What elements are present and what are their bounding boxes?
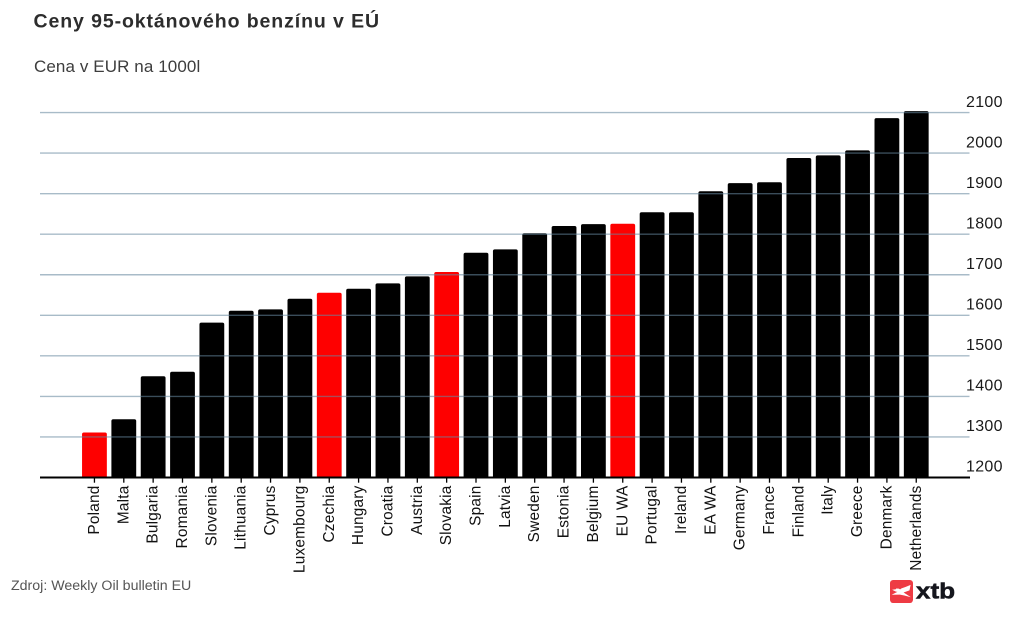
svg-text:Sweden: Sweden [526, 486, 543, 543]
svg-text:Italy: Italy [820, 485, 837, 514]
svg-text:Ireland: Ireland [673, 486, 690, 534]
svg-text:1300: 1300 [966, 418, 1003, 435]
svg-text:Portugal: Portugal [644, 486, 661, 545]
svg-text:Austria: Austria [409, 485, 426, 535]
svg-text:1800: 1800 [966, 215, 1003, 232]
svg-text:Poland: Poland [86, 486, 103, 535]
svg-text:1900: 1900 [966, 175, 1003, 192]
svg-text:France: France [761, 486, 778, 535]
svg-text:1500: 1500 [966, 337, 1003, 354]
svg-text:Estonia: Estonia [556, 485, 573, 538]
svg-text:Ceny 95-oktánového benzínu v E: Ceny 95-oktánového benzínu v EÚ [34, 9, 380, 33]
svg-text:Croatia: Croatia [379, 485, 396, 536]
svg-text:Cena v EUR na 1000l: Cena v EUR na 1000l [34, 57, 200, 76]
svg-text:Slovakia: Slovakia [438, 485, 455, 545]
svg-text:Finland: Finland [790, 486, 807, 538]
svg-text:Bulgaria: Bulgaria [145, 485, 162, 543]
svg-text:Malta: Malta [115, 485, 132, 524]
svg-text:2000: 2000 [966, 134, 1003, 151]
svg-text:Slovenia: Slovenia [203, 485, 220, 546]
svg-text:EA WA: EA WA [702, 485, 719, 535]
svg-text:1600: 1600 [966, 297, 1003, 314]
svg-text:Greece: Greece [849, 486, 866, 538]
svg-text:Belgium: Belgium [585, 486, 602, 543]
svg-text:Germany: Germany [732, 485, 749, 550]
svg-text:Lithuania: Lithuania [233, 485, 250, 550]
svg-text:Luxembourg: Luxembourg [291, 486, 308, 574]
svg-text:1700: 1700 [966, 256, 1003, 273]
svg-text:1400: 1400 [966, 378, 1003, 395]
svg-text:Denmark: Denmark [878, 485, 895, 549]
svg-text:Latvia: Latvia [497, 485, 514, 528]
svg-text:Spain: Spain [468, 486, 485, 526]
svg-text:Romania: Romania [174, 485, 191, 548]
svg-text:2100: 2100 [966, 94, 1003, 111]
svg-text:Hungary: Hungary [350, 485, 367, 545]
svg-text:Netherlands: Netherlands [908, 485, 925, 570]
svg-text:Zdroj: Weekly Oil bulletin EU: Zdroj: Weekly Oil bulletin EU [11, 578, 191, 594]
svg-text:Cyprus: Cyprus [262, 485, 279, 535]
svg-text:EU WA: EU WA [614, 485, 631, 536]
svg-text:1200: 1200 [966, 459, 1003, 476]
svg-text:Czechia: Czechia [321, 485, 338, 542]
svg-text:xtb: xtb [916, 580, 955, 605]
